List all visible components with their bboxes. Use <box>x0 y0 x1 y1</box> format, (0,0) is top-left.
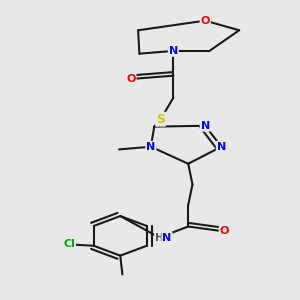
Text: N: N <box>146 142 155 152</box>
Text: N: N <box>217 142 226 152</box>
Text: S: S <box>156 113 165 126</box>
Text: O: O <box>126 74 136 84</box>
Text: N: N <box>169 46 178 56</box>
Text: O: O <box>200 16 210 26</box>
Text: N: N <box>201 121 210 131</box>
Text: Cl: Cl <box>63 239 75 249</box>
Text: N: N <box>162 232 172 242</box>
Text: O: O <box>220 226 229 236</box>
Text: H: H <box>155 232 164 242</box>
